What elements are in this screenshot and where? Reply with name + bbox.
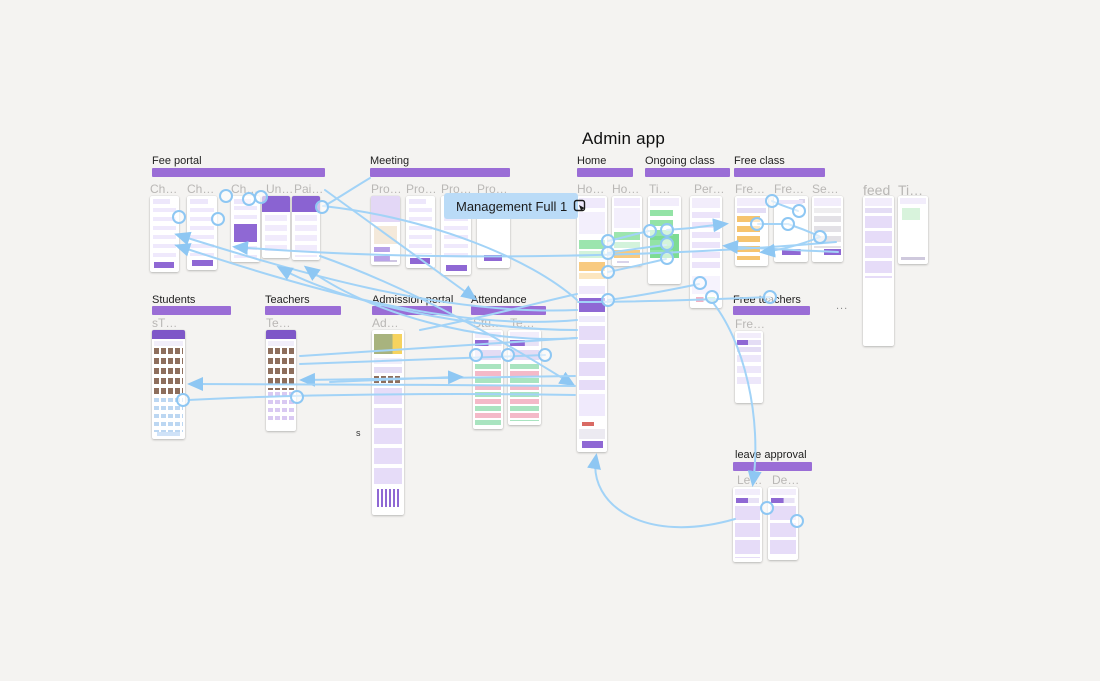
flow-connector-line (587, 453, 736, 529)
section-header-bar-free-teachers[interactable] (733, 306, 810, 315)
section-title-teachers[interactable]: Teachers (265, 294, 310, 306)
section-title-fee-portal[interactable]: Fee portal (152, 155, 202, 167)
frame-name-label[interactable]: Ho… (612, 182, 640, 196)
section-header-bar-ongoing-class[interactable] (645, 168, 730, 177)
frame-thumbnail-feed-group-1[interactable] (898, 196, 928, 264)
section-title-leave-approval[interactable]: leave approval (735, 449, 807, 461)
section-header-bar-leave-approval[interactable] (733, 462, 812, 471)
frame-name-label[interactable]: Per… (694, 182, 725, 196)
frame-thumbnail-attendance-1[interactable] (508, 330, 541, 425)
frame-thumbnail-teachers-0[interactable] (266, 330, 296, 431)
frame-name-label[interactable]: Pro… (371, 182, 402, 196)
frame-name-label[interactable]: Ch… (231, 182, 259, 196)
frame-thumbnail-fee-portal-1[interactable] (187, 196, 217, 270)
frame-name-label[interactable]: Ho… (577, 182, 605, 196)
section-title-ongoing-class[interactable]: Ongoing class (645, 155, 715, 167)
frame-name-label[interactable]: Stu… (473, 316, 504, 330)
frame-name-label[interactable]: Pro… (477, 182, 508, 196)
flow-name: Management Full 1 (456, 198, 568, 214)
section-header-bar-home[interactable] (577, 168, 633, 177)
flow-connector-line (323, 177, 371, 207)
frame-name-label[interactable]: Ad… (372, 316, 399, 330)
stray-text: s (356, 428, 361, 438)
frame-name-label[interactable]: Ti… (649, 182, 671, 196)
frame-name-label[interactable]: Ch… (187, 182, 215, 196)
section-header-bar-free-class[interactable] (734, 168, 825, 177)
frame-thumbnail-free-class-1[interactable] (774, 196, 808, 262)
frame-name-label[interactable]: Pai… (294, 182, 324, 196)
frame-thumbnail-home-0[interactable] (577, 196, 607, 452)
section-title-students[interactable]: Students (152, 294, 196, 306)
frame-thumbnail-fee-portal-0[interactable] (150, 196, 179, 272)
section-header-bar-students[interactable] (152, 306, 231, 315)
page-title: Admin app (582, 129, 666, 148)
section-title-admission-portal[interactable]: Admission portal (372, 294, 454, 306)
frame-name-label[interactable]: Se… (812, 182, 839, 196)
frame-thumbnail-ongoing-class-1[interactable] (690, 196, 722, 308)
frame-thumbnail-leave-approval-0[interactable] (733, 487, 762, 562)
frame-name-label[interactable]: Ti… (898, 182, 924, 198)
frame-thumbnail-home-1[interactable] (612, 196, 642, 266)
frame-thumbnail-fee-portal-2[interactable] (231, 196, 260, 262)
frame-thumbnail-meeting-1[interactable] (406, 196, 435, 268)
section-header-bar-teachers[interactable] (265, 306, 341, 315)
frame-thumbnail-fee-portal-3[interactable] (262, 196, 290, 258)
frame-name-label[interactable]: Fre… (774, 182, 804, 196)
frame-thumbnail-attendance-0[interactable] (473, 330, 503, 429)
section-header-bar-fee-portal[interactable] (152, 168, 325, 177)
frame-name-label[interactable]: Fre… (735, 317, 765, 331)
section-title-meeting[interactable]: Meeting (370, 155, 410, 167)
overflow-dots: ... (836, 300, 849, 312)
frame-thumbnail-free-class-2[interactable] (812, 196, 843, 262)
frame-thumbnail-feed-group-0[interactable] (863, 196, 894, 346)
section-title-home[interactable]: Home (577, 155, 607, 167)
frame-thumbnail-ongoing-class-0[interactable] (648, 196, 681, 284)
frame-name-label[interactable]: Pro… (406, 182, 437, 196)
section-header-bar-meeting[interactable] (370, 168, 510, 177)
frame-name-label[interactable]: Fre… (735, 182, 765, 196)
section-header-bar-attendance[interactable] (471, 306, 546, 315)
flow-connector-line (607, 283, 700, 301)
section-title-free-class[interactable]: Free class (734, 155, 785, 167)
frame-thumbnail-free-teachers-0[interactable] (735, 331, 763, 403)
frame-thumbnail-fee-portal-4[interactable] (292, 196, 320, 260)
frame-name-label[interactable]: sT… (152, 316, 178, 330)
frame-thumbnail-free-class-0[interactable] (735, 196, 768, 266)
frame-name-label[interactable]: Ch… (150, 182, 178, 196)
flow-start-icon[interactable] (573, 199, 588, 214)
frame-thumbnail-students-0[interactable] (152, 330, 185, 439)
section-title-free-teachers[interactable]: Free teachers (733, 294, 801, 306)
frame-name-label[interactable]: Te… (510, 316, 535, 330)
frame-name-label[interactable]: Te… (266, 316, 291, 330)
section-title-attendance[interactable]: Attendance (471, 294, 527, 306)
frame-name-label[interactable]: Le… (737, 473, 763, 487)
frame-thumbnail-leave-approval-1[interactable] (768, 487, 798, 560)
frame-thumbnail-admission-portal-0[interactable] (372, 330, 404, 515)
selected-flow-label[interactable]: Management Full 1 (444, 193, 586, 219)
frame-name-label[interactable]: De… (772, 473, 800, 487)
frame-name-label[interactable]: Un… (266, 182, 294, 196)
frame-thumbnail-meeting-0[interactable] (371, 196, 400, 265)
frame-name-label[interactable]: feed (863, 182, 891, 198)
section-header-bar-admission-portal[interactable] (372, 306, 452, 315)
